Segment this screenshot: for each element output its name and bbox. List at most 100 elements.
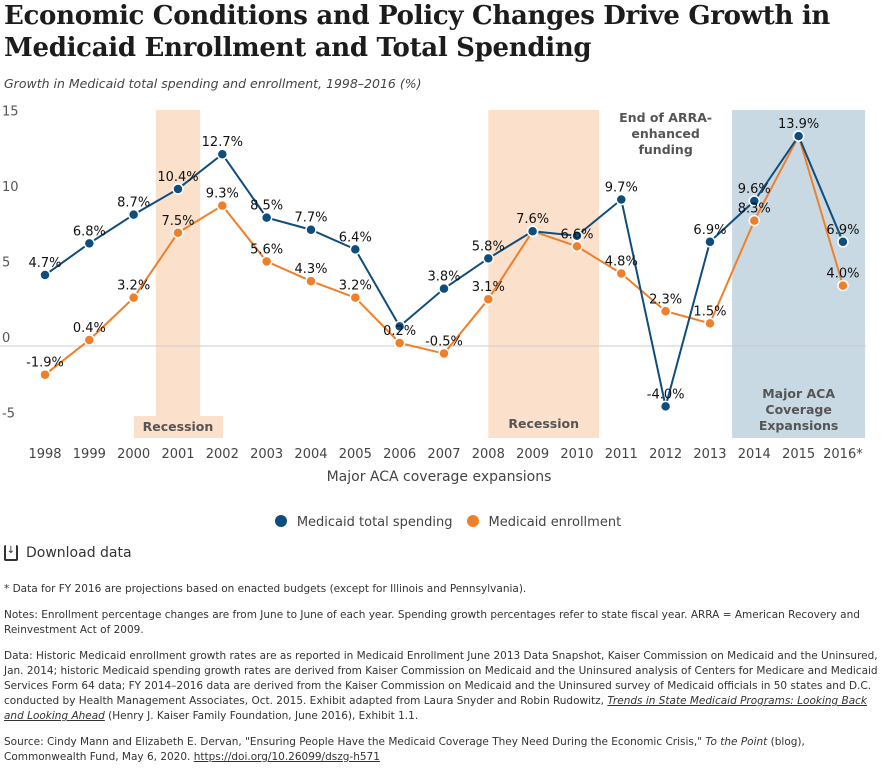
band-label-box: [133, 416, 223, 438]
data-label: -0.5%: [425, 335, 463, 350]
x-tick-label: 2004: [294, 447, 327, 462]
data-point-0: [305, 223, 317, 236]
data-label: 8.5%: [250, 199, 283, 214]
x-tick-label: 1999: [73, 447, 106, 462]
x-tick-label: 2001: [161, 447, 194, 462]
annotation-text: enhanced: [631, 126, 699, 141]
footnote: * Data for FY 2016 are projections based…: [4, 583, 527, 595]
x-tick-label: 2016*: [823, 447, 863, 462]
annotation-text: funding: [638, 142, 692, 157]
data-sources: Data: Historic Medicaid enrollment growt…: [4, 650, 878, 722]
band-label: Expansions: [759, 418, 839, 433]
data-point-0: [837, 236, 849, 248]
data-point-1: [615, 267, 628, 280]
data-label: 8.7%: [117, 196, 150, 211]
source-text: Source: Cindy Mann and Elizabeth E. Derv…: [4, 736, 805, 763]
data-label: 3.2%: [117, 279, 150, 294]
data-label: 0.2%: [383, 324, 416, 339]
line-chart: Recession Recession Major ACACoverageExpan…: [0, 105, 866, 485]
band-label: Recession: [143, 419, 214, 434]
x-tick-label: 1998: [28, 447, 61, 462]
data-point-1: [571, 240, 583, 253]
y-tick-label: 10: [2, 180, 19, 195]
data-label: 3.1%: [472, 280, 505, 295]
data-label: 7.5%: [161, 214, 194, 229]
data-label: 3.2%: [339, 279, 372, 294]
legend-item-spending[interactable]: Medicaid total spending: [274, 515, 453, 530]
data-point-0: [39, 269, 51, 281]
page-title: Economic Conditions and Policy Changes D…: [4, 1, 830, 63]
data-point-1: [83, 334, 96, 346]
x-tick-label: 2009: [516, 447, 549, 462]
data-point-0: [704, 236, 716, 248]
data-point-0: [393, 320, 406, 333]
data-label: 6.4%: [339, 230, 372, 245]
data-point-0: [748, 195, 761, 207]
download-icon: ↓: [4, 545, 18, 561]
data-point-1: [216, 199, 229, 212]
data-point-1: [172, 227, 184, 239]
data-label: 6.6%: [560, 227, 593, 242]
data-label: 12.7%: [202, 135, 243, 150]
x-tick-label: 2006: [383, 447, 416, 462]
data-point-1: [349, 291, 362, 304]
y-tick-label: 5: [2, 256, 10, 271]
x-tick-label: 2011: [605, 447, 638, 462]
data-point-0: [349, 243, 362, 256]
x-tick-label: 2000: [117, 447, 150, 462]
data-point-0: [526, 225, 539, 237]
download-data-button[interactable]: ↓ Download data: [4, 545, 132, 561]
data-label: 5.6%: [250, 242, 283, 257]
data-point-0: [83, 237, 96, 250]
data-point-0: [438, 282, 450, 295]
band-label: Major ACA: [762, 386, 835, 401]
x-tick-label: 2013: [693, 447, 726, 462]
data-label: 0.4%: [73, 321, 106, 336]
notes-section: * Data for FY 2016 are projections based…: [4, 582, 884, 776]
doi-link[interactable]: https://doi.org/10.26099/dszg-h571: [193, 751, 380, 763]
data-point-1: [659, 305, 672, 318]
data-label: 6.9%: [693, 223, 726, 238]
data-label: 5.8%: [472, 239, 505, 254]
band-1: [488, 110, 600, 438]
data-point-0: [792, 130, 805, 142]
data-label: 9.7%: [605, 181, 638, 196]
y-tick-label: 15: [2, 105, 19, 120]
data-point-0: [127, 208, 140, 221]
data-point-1: [482, 293, 495, 305]
x-tick-label: 2008: [472, 447, 505, 462]
band-2: [732, 110, 866, 438]
data-point-1: [704, 317, 716, 330]
data-point-0: [482, 252, 495, 265]
legend-item-enrollment[interactable]: Medicaid enrollment: [466, 515, 621, 530]
data-point-0: [260, 211, 273, 224]
data-label: 7.6%: [516, 212, 549, 227]
data-label: 10.4%: [157, 170, 198, 185]
data-point-1: [748, 214, 761, 227]
data-label: 3.8%: [427, 270, 460, 285]
report-link[interactable]: Trends in State Medicaid Programs: Looki…: [4, 695, 868, 722]
x-tick-label: 2005: [339, 447, 372, 462]
data-label: 4.7%: [28, 256, 61, 271]
data-point-0: [172, 183, 184, 195]
x-tick-label: 2007: [427, 447, 460, 462]
band-label: Recession: [508, 416, 579, 431]
x-tick-label: 2010: [560, 447, 593, 462]
data-label: -4.0%: [647, 387, 685, 402]
data-point-1: [260, 255, 273, 268]
data-point-0: [571, 230, 583, 242]
data-label: 4.3%: [294, 262, 327, 277]
data-label: 7.7%: [294, 211, 327, 226]
y-tick-label: -5: [2, 407, 15, 422]
data-point-1: [438, 347, 450, 360]
data-label: 9.6%: [738, 182, 771, 197]
band-label: Coverage: [765, 402, 831, 417]
data-label: 6.9%: [826, 223, 859, 238]
legend-dot-icon: [274, 515, 287, 527]
data-label: 4.0%: [826, 267, 859, 282]
data-label: -1.9%: [26, 356, 64, 371]
data-point-0: [615, 193, 628, 206]
notes-text: Notes: Enrollment percentage changes are…: [4, 609, 860, 636]
x-tick-label: 2014: [738, 447, 771, 462]
data-label: 1.5%: [693, 304, 726, 319]
